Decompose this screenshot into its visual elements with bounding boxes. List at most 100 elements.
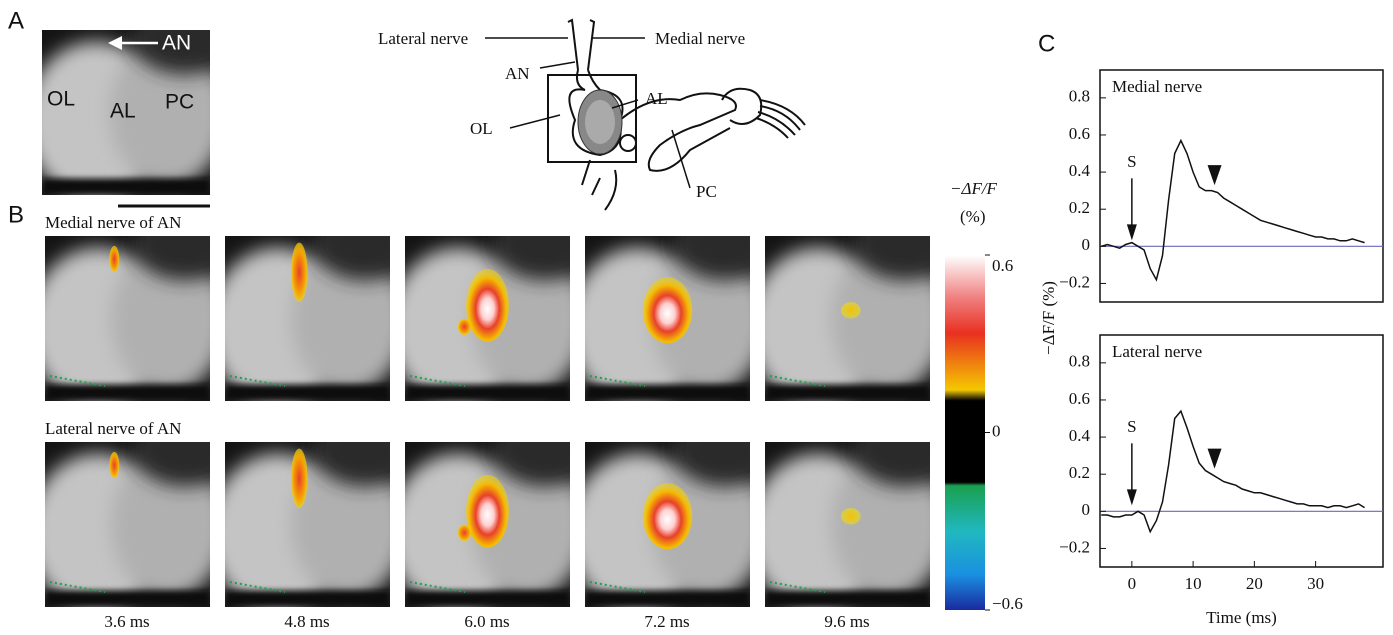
image-bottom: [225, 385, 390, 402]
y-tick-label: 0.2: [1069, 198, 1090, 217]
activity-blob: [841, 302, 861, 319]
y-tick-label: 0.4: [1069, 426, 1091, 445]
diagram-label: AL: [645, 89, 668, 108]
y-tick-label: 0: [1082, 235, 1091, 254]
activity-blob: [109, 246, 119, 272]
plot-frame: [1100, 335, 1383, 567]
x-tick-label: 30: [1307, 574, 1324, 593]
y-tick-label: 0.8: [1069, 87, 1090, 106]
brain-image: [29, 414, 239, 612]
image-label: PC: [165, 91, 194, 114]
brain-image: [389, 208, 599, 406]
diagram-label: OL: [470, 119, 493, 138]
y-tick-label: −0.2: [1059, 537, 1090, 556]
figure: A AN OL AL PC Lateral nerve Medial nerve…: [0, 0, 1393, 635]
annotation: S: [1127, 152, 1136, 171]
activity-blob: [109, 452, 119, 478]
page: A AN OL AL PC Lateral nerve Medial nerve…: [0, 0, 1393, 635]
activity-blob: [291, 243, 308, 302]
tissue-dark: [312, 414, 418, 487]
image-bottom: [225, 591, 390, 608]
activity-blob: [291, 449, 308, 508]
x-axis-label: Time (ms): [1206, 608, 1277, 627]
antennal-lobe-core: [585, 100, 615, 144]
activity-blob: [466, 269, 509, 342]
time-label: 9.6 ms: [824, 612, 869, 631]
activity-blob: [643, 277, 693, 343]
colorbar-tick-label: 0: [992, 421, 1001, 440]
y-tick-label: 0.4: [1069, 161, 1091, 180]
colorbar-tick-label: −0.6: [992, 594, 1023, 613]
image-bottom: [45, 385, 210, 402]
image-bottom: [765, 385, 930, 402]
row-label: Medial nerve of AN: [45, 213, 181, 232]
panel-label: B: [8, 201, 24, 228]
image-bottom: [405, 591, 570, 608]
tissue-dark: [492, 414, 598, 487]
y-tick-label: −0.2: [1059, 272, 1090, 291]
image-label: OL: [47, 88, 75, 111]
colorbar-tick-label: 0.6: [992, 256, 1013, 275]
image-bottom: [585, 591, 750, 608]
image-label: AN: [162, 32, 191, 55]
x-tick-label: 0: [1128, 574, 1137, 593]
panel-label: A: [8, 7, 24, 34]
x-tick-label: 10: [1185, 574, 1202, 593]
y-tick-label: 0.8: [1069, 352, 1090, 371]
diagram-label: Lateral nerve: [378, 29, 468, 48]
brain-image: [389, 414, 599, 612]
image-bottom: [405, 385, 570, 402]
image-grid: [29, 208, 959, 612]
tissue-dark: [312, 208, 418, 281]
activity-blob: [458, 525, 471, 542]
row-label: Lateral nerve of AN: [45, 419, 181, 438]
image-bottom: [765, 591, 930, 608]
colorbar: [945, 255, 985, 610]
diagram-label: Medial nerve: [655, 29, 745, 48]
y-tick-label: 0.2: [1069, 463, 1090, 482]
trace: [1101, 411, 1364, 532]
time-label: 3.6 ms: [104, 612, 149, 631]
activity-blob: [466, 475, 509, 548]
x-tick-label: 20: [1246, 574, 1263, 593]
time-label: 6.0 ms: [464, 612, 509, 631]
y-tick-label: 0.6: [1069, 124, 1090, 143]
chart-title: Medial nerve: [1112, 77, 1202, 96]
image-label: AL: [110, 100, 136, 123]
activity-blob: [458, 319, 471, 336]
y-tick-label: 0.6: [1069, 389, 1090, 408]
annotation: S: [1127, 417, 1136, 436]
time-label: 4.8 ms: [284, 612, 329, 631]
brain-image: [569, 208, 779, 406]
colorbar-unit: (%): [960, 207, 985, 226]
tissue-dark: [492, 208, 598, 281]
diagram-label: AN: [505, 64, 530, 83]
activity-blob: [643, 483, 693, 549]
colorbar-title: −ΔF/F: [950, 179, 998, 198]
time-label: 7.2 ms: [644, 612, 689, 631]
brain-image: [569, 414, 779, 612]
plot-frame: [1100, 70, 1383, 302]
tissue-dark: [852, 414, 958, 487]
image-bottom: [42, 179, 210, 196]
diagram-label: PC: [696, 182, 717, 201]
image-bottom: [585, 385, 750, 402]
tissue-dark: [852, 208, 958, 281]
trace: [1101, 141, 1364, 280]
brain-image: [29, 208, 239, 406]
activity-blob: [841, 508, 861, 525]
marker: [1208, 165, 1222, 185]
y-axis-label: −ΔF/F (%): [1039, 281, 1058, 355]
tissue-dark: [672, 208, 778, 281]
brain-image: [749, 414, 959, 612]
annotation-arrow-head: [1127, 489, 1137, 505]
brain-image: [208, 208, 418, 406]
chart-title: Lateral nerve: [1112, 342, 1202, 361]
panel-label: C: [1038, 30, 1055, 57]
brain-image: [208, 414, 418, 612]
marker: [1208, 449, 1222, 469]
tissue-dark: [672, 414, 778, 487]
y-tick-label: 0: [1082, 500, 1091, 519]
brain-image: [749, 208, 959, 406]
annotation-arrow-head: [1127, 224, 1137, 240]
